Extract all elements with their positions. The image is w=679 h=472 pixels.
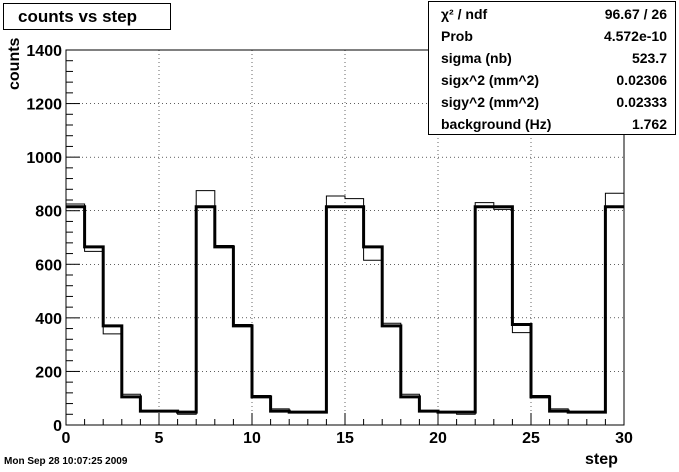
x-tick-label: 30 [615,430,633,447]
chart-title: counts vs step [3,3,171,30]
stats-name: sigy^2 (mm^2) [441,94,540,110]
stats-value: 523.7 [631,50,667,66]
stats-row: χ² / ndf 96.67 / 26 [429,3,675,25]
x-tick-label: 0 [62,430,71,447]
y-tick-label: 1200 [26,97,62,114]
stats-name: Prob [441,28,473,44]
stats-box: χ² / ndf 96.67 / 26 Prob 4.572e-10 sigma… [428,1,676,135]
x-tick-label: 25 [522,430,540,447]
stats-row: sigx^2 (mm^2) 0.02306 [429,69,675,91]
stats-value: 0.02306 [616,72,667,88]
axis-ticks [65,49,625,426]
stats-value: 1.762 [631,116,667,132]
timestamp-footer: Mon Sep 28 10:07:25 2009 [4,456,128,467]
stats-value: 96.67 / 26 [604,6,667,22]
y-tick-label: 0 [53,418,62,435]
x-tick-label: 5 [155,430,164,447]
stats-row: sigy^2 (mm^2) 0.02333 [429,91,675,113]
stats-value: 0.02333 [616,94,667,110]
stats-name: background (Hz) [441,116,552,132]
fit-line [66,205,624,414]
series-group [66,190,624,415]
y-tick-label: 600 [35,257,62,274]
x-tick-label: 15 [336,430,354,447]
stats-row: sigma (nb) 523.7 [429,47,675,69]
stats-name: sigma (nb) [441,50,512,66]
stats-name: χ² / ndf [441,6,488,22]
tick-labels: 0 5 10 15 20 25 30 0 200 400 600 800 1000 1200 1400 [26,43,633,447]
y-tick-label: 1000 [26,150,62,167]
x-axis-label: step [585,451,618,468]
y-tick-label: 200 [35,364,62,381]
x-tick-label: 10 [243,430,261,447]
y-axis-label: counts [6,37,23,90]
stats-row: Prob 4.572e-10 [429,25,675,47]
stats-name: sigx^2 (mm^2) [441,72,540,88]
y-tick-label: 800 [35,204,62,221]
y-tick-label: 400 [35,311,62,328]
y-tick-label: 1400 [26,43,62,60]
x-tick-label: 20 [429,430,447,447]
stats-value: 4.572e-10 [603,28,667,44]
stats-row: background (Hz) 1.762 [429,113,675,135]
